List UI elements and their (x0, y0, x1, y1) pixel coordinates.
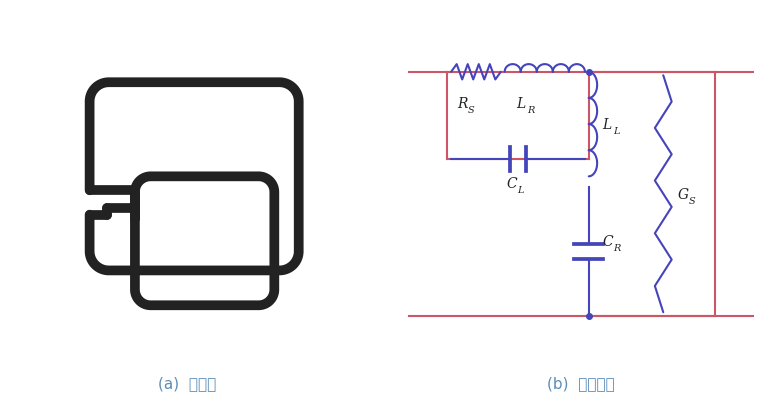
Text: (a)  단위셀: (a) 단위셀 (158, 375, 216, 390)
Text: R: R (457, 97, 467, 111)
Text: L: L (602, 118, 612, 132)
Text: L: L (516, 97, 526, 111)
Text: R: R (613, 243, 620, 252)
Text: R: R (526, 106, 534, 115)
Text: C: C (602, 234, 613, 248)
Text: S: S (467, 106, 474, 115)
Text: C: C (506, 177, 517, 191)
Text: S: S (689, 196, 695, 205)
Text: L: L (613, 126, 619, 135)
Text: (b)  등가회로: (b) 등가회로 (548, 375, 615, 390)
Text: G: G (678, 187, 689, 201)
Text: L: L (517, 186, 524, 195)
